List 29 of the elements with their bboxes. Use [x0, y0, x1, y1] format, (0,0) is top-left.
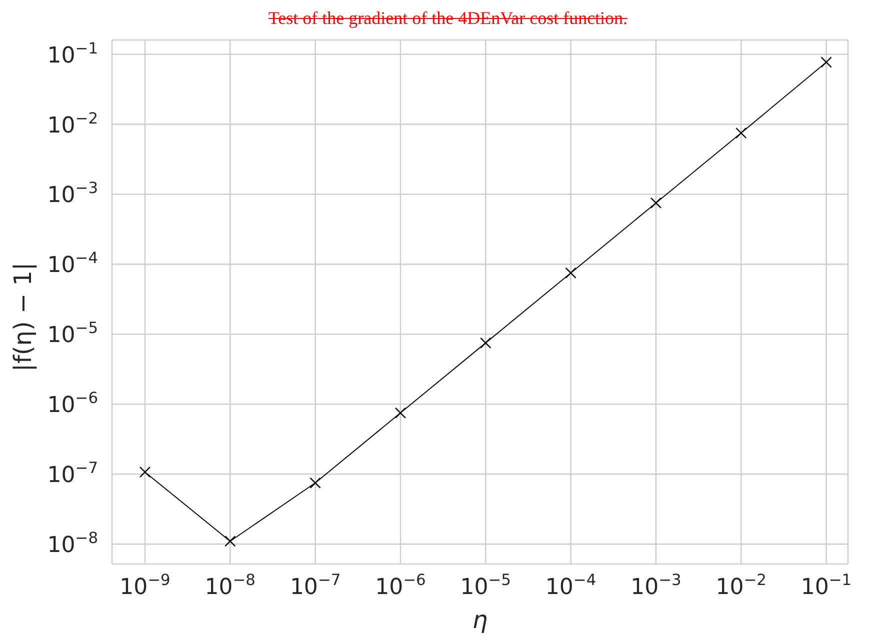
point [565, 267, 576, 279]
x-tick-label: 10$^{−7}$ [290, 571, 341, 600]
chart-title: Test of the gradient of the 4DEnVar cost function. [267, 8, 629, 30]
x-tick-label: 10$^{−4}$ [545, 571, 596, 600]
x-tick-label: 10$^{−2}$ [716, 571, 766, 600]
x-tick-label: 10$^{−8}$ [204, 571, 256, 600]
y-tick-label: 10$^{−8}$ [47, 529, 98, 558]
x-tick-label: 10$^{−5}$ [460, 571, 511, 600]
point [480, 337, 492, 349]
y-tick-label: 10$^{−1}$ [47, 39, 98, 68]
point [310, 477, 321, 488]
x-tick-label: 10$^{−3}$ [630, 571, 682, 600]
x-tick-label: 10$^{−6}$ [375, 571, 426, 600]
point [736, 127, 747, 139]
point [139, 466, 151, 478]
y-tick-label: 10$^{−4}$ [47, 249, 98, 278]
x-axis-title: η [471, 605, 489, 636]
point [224, 536, 236, 547]
y-axis-title: |f(η) − 1| [8, 262, 38, 372]
x-tick-label: 10$^{−1}$ [800, 571, 852, 600]
y-tick-label: 10$^{−6}$ [47, 389, 98, 418]
y-tick-label: 10$^{−7}$ [47, 459, 98, 488]
y-tick-label: 10$^{−5}$ [47, 319, 98, 348]
point [394, 407, 406, 419]
point [820, 56, 832, 68]
y-tick-label: 10$^{−2}$ [47, 109, 98, 138]
y-tick-label: 10$^{−3}$ [47, 179, 98, 208]
x-tick-label: 10$^{−9}$ [120, 571, 170, 600]
point [650, 197, 662, 209]
